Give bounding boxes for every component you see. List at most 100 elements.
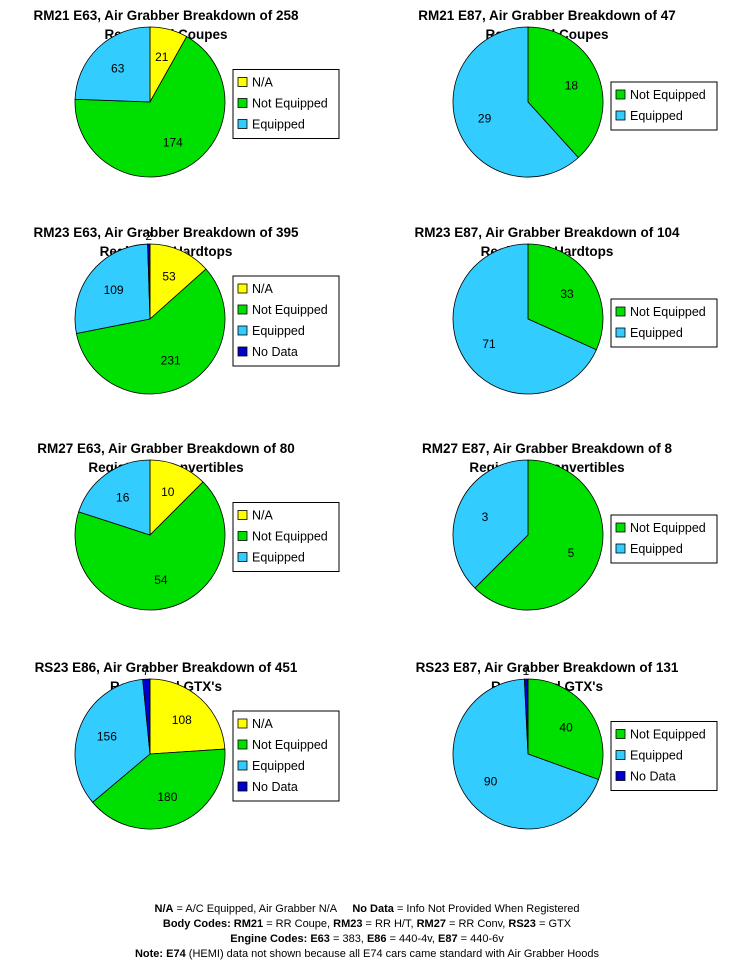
legend-swatch-equipped <box>615 750 626 760</box>
body-code: RM21 <box>233 918 264 930</box>
pie-slice-not-equipped <box>474 459 604 611</box>
engine-code-desc: = 440-6v <box>457 933 504 945</box>
note-label: Note: E74 <box>134 948 186 960</box>
legend-label: Equipped <box>630 326 683 340</box>
pie-slice-equipped <box>74 26 151 103</box>
body-code: RM23 <box>333 918 363 930</box>
pie-slice-not-equipped <box>74 481 226 611</box>
pie-slice-not-equipped <box>527 26 604 159</box>
pie-slice-n-a <box>149 243 207 320</box>
chart-title-line: RM23 E87, Air Grabber Breakdown of 104 <box>414 225 680 240</box>
engine-code: E86 <box>366 933 387 945</box>
chart-title-line: RM27 E87, Air Grabber Breakdown of 8 <box>422 441 673 456</box>
body-codes-label: Body Codes: <box>162 918 231 930</box>
pie-chart-7: RS23 E86, Air Grabber Breakdown of 451Re… <box>35 660 340 830</box>
legend-swatch-no-data <box>237 346 248 357</box>
legend-label: No Data <box>252 780 298 794</box>
footer-line-1: N/A = A/C Equipped, Air Grabber N/A No D… <box>0 902 734 917</box>
legend-label: Equipped <box>630 109 683 123</box>
slice-value-label: 108 <box>172 713 192 727</box>
slice-value-label: 180 <box>157 790 177 804</box>
slice-value-label: 63 <box>111 62 125 76</box>
engine-code: E87 <box>437 933 458 945</box>
pie-slice-n-a <box>149 459 204 536</box>
pie-chart-5: RM27 E63, Air Grabber Breakdown of 80Reg… <box>37 441 340 611</box>
legend-label: No Data <box>252 345 298 359</box>
body-code-desc: = RR H/T, <box>362 918 417 930</box>
pie-slice-not-equipped <box>92 748 226 830</box>
pie-slice-not-equipped <box>527 243 604 351</box>
footer-nodata-desc: = Info Not Provided When Registered <box>393 903 580 915</box>
legend-swatch-not-equipped <box>237 531 248 541</box>
pie-slice-equipped <box>74 678 151 803</box>
legend-swatch-not-equipped <box>237 98 248 108</box>
legend-label: Equipped <box>630 749 683 763</box>
engine-codes-label: Engine Codes: <box>230 933 308 945</box>
charts-area: RM21 E63, Air Grabber Breakdown of 258Re… <box>33 8 718 830</box>
slice-value-label: 21 <box>155 50 169 64</box>
legend-label: Equipped <box>252 759 305 773</box>
footer-na-desc: = A/C Equipped, Air Grabber N/A <box>173 903 338 915</box>
engine-code-desc: = 440-4v, <box>386 933 438 945</box>
legend-swatch-not-equipped <box>615 89 626 100</box>
legend-swatch-n-a <box>237 283 248 294</box>
slice-value-label: 174 <box>163 136 183 150</box>
pie-slice-no-data <box>142 678 151 755</box>
slice-value-label: 3 <box>482 510 489 524</box>
legend-swatch-not-equipped <box>615 306 626 317</box>
footer-notes: N/A = A/C Equipped, Air Grabber N/A No D… <box>0 902 734 962</box>
legend-label: Equipped <box>630 542 683 556</box>
pie-chart-2: RM21 E87, Air Grabber Breakdown of 47Reg… <box>418 8 718 178</box>
legend-frame <box>232 502 340 572</box>
footer-line-3: Engine Codes: E63 = 383, E86 = 440-4v, E… <box>0 932 734 947</box>
footer-line-4: Note: E74 (HEMI) data not shown because … <box>0 947 734 962</box>
chart-title-line: RM23 E63, Air Grabber Breakdown of 395 <box>33 225 299 240</box>
pie-chart-4: RM23 E87, Air Grabber Breakdown of 104Re… <box>414 225 718 395</box>
legend-swatch-equipped <box>615 110 626 121</box>
footer-na-key: N/A <box>154 903 174 915</box>
legend-swatch-n-a <box>237 718 248 729</box>
body-code: RS23 <box>508 918 536 930</box>
slice-value-label: 18 <box>565 78 579 92</box>
legend-label: Not Equipped <box>252 97 328 111</box>
engine-code: E63 <box>310 933 330 945</box>
chart-legend: Not Equipped Equipped <box>610 298 718 348</box>
legend-label: N/A <box>252 509 274 523</box>
body-code-desc: = GTX <box>535 918 572 930</box>
slice-value-label: 29 <box>478 112 492 126</box>
slice-value-label: 71 <box>482 337 496 351</box>
body-code-desc: = RR Coupe, <box>263 918 334 930</box>
legend-swatch-no-data <box>615 771 626 781</box>
legend-label: N/A <box>252 76 274 90</box>
engine-code-desc: = 383, <box>329 933 367 945</box>
slice-value-label: 5 <box>568 546 575 560</box>
legend-label: No Data <box>630 770 676 784</box>
legend-swatch-n-a <box>237 510 248 520</box>
legend-label: Not Equipped <box>630 88 706 102</box>
chart-title-line: RM27 E63, Air Grabber Breakdown of 80 <box>37 441 295 456</box>
pie-slice-not-equipped <box>527 678 604 781</box>
legend-frame <box>232 710 340 802</box>
legend-swatch-no-data <box>237 781 248 792</box>
legend-label: Not Equipped <box>252 303 328 317</box>
pie-slice-not-equipped <box>75 268 226 395</box>
legend-swatch-equipped <box>237 119 248 129</box>
legend-label: Not Equipped <box>252 738 328 752</box>
pie-slice-n-a <box>149 678 226 755</box>
pie-slice-equipped <box>78 459 151 536</box>
legend-frame <box>610 81 718 131</box>
slice-value-label: 40 <box>559 720 573 734</box>
chart-title-line: RM21 E63, Air Grabber Breakdown of 258 <box>33 8 299 23</box>
pie-slice-no-data <box>523 678 529 755</box>
legend-label: Not Equipped <box>630 728 706 742</box>
chart-title-line: RM21 E87, Air Grabber Breakdown of 47 <box>418 8 676 23</box>
legend-swatch-not-equipped <box>237 739 248 750</box>
slice-value-label: 109 <box>104 283 124 297</box>
note-text: (HEMI) data not shown because all E74 ca… <box>185 948 600 960</box>
slice-value-label: 231 <box>161 354 181 368</box>
footer-line-2: Body Codes: RM21 = RR Coupe, RM23 = RR H… <box>0 917 734 932</box>
chart-legend: Not Equipped Equipped <box>610 81 718 131</box>
legend-swatch-equipped <box>237 325 248 336</box>
pie-slice-equipped <box>452 26 579 178</box>
chart-title-line: RS23 E87, Air Grabber Breakdown of 131 <box>416 660 679 675</box>
